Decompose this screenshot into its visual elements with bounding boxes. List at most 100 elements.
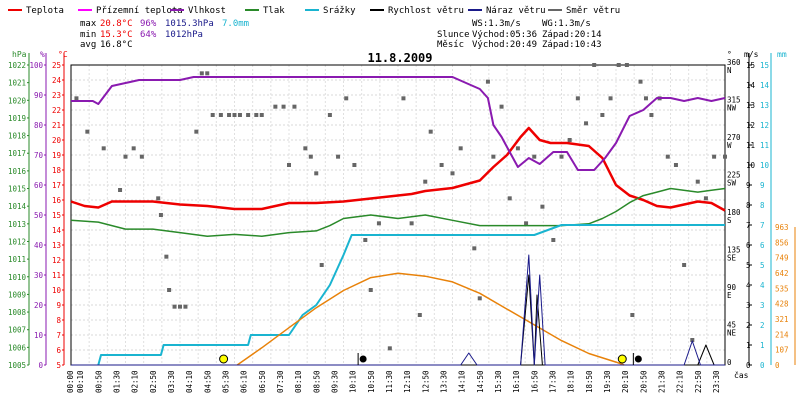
x-tick-label: 20:10 — [621, 370, 630, 393]
wind-direction-point — [584, 121, 589, 126]
wind-direction-point — [210, 113, 215, 117]
temp-axis-tick: 22 — [52, 106, 61, 115]
x-tick-labels: 00:00 00:10 00:50 01:30 02:10 02:50 03:30 04:10… — [66, 370, 721, 393]
rain-axis-tick: 8 — [760, 201, 765, 210]
wind-direction-point — [532, 154, 537, 159]
x-tick-label: 10:10 — [349, 370, 358, 393]
wind-direction-point — [232, 113, 237, 117]
x-tick-label: 04:10 — [185, 370, 194, 393]
temp-axis-tick: 9 — [56, 301, 61, 310]
wind-direction-point — [567, 138, 572, 142]
wind-direction-point — [118, 188, 123, 192]
x-tick-label: 10:50 — [367, 370, 376, 393]
wind-direction-point — [319, 263, 324, 267]
x-tick-label: 12:10 — [403, 370, 412, 393]
direction-axis-tick: 315 — [727, 96, 741, 105]
x-tick-label: 03:30 — [167, 370, 176, 393]
stats-min-hum: 64% — [140, 30, 157, 40]
wind-direction-point — [649, 113, 654, 117]
legend-label: Srážky — [323, 6, 356, 16]
wind-axis-tick: 9 — [746, 181, 751, 190]
wind-axis-tick: 3 — [746, 301, 751, 310]
humidity-axis-tick: 80 — [34, 121, 44, 130]
wind-direction-point — [401, 96, 406, 101]
stats-min-temp: 15.3°C — [100, 30, 133, 40]
temp-axis-tick: 20 — [52, 136, 62, 145]
temp-axis-tick: 21 — [52, 121, 61, 130]
pressure-axis-tick: 1020 — [8, 96, 27, 105]
direction-axis-tick: SE — [727, 254, 737, 263]
x-tick-label: 21:30 — [657, 370, 666, 393]
temp-axis-tick: 12 — [52, 256, 61, 265]
unit-cas: čas — [734, 370, 749, 380]
wind-direction-point — [292, 104, 297, 109]
wind-direction-point — [172, 304, 177, 309]
pressure-axis-tick: 1011 — [8, 255, 26, 264]
sun-label: Slunce — [437, 30, 470, 40]
wind-direction-point — [524, 221, 529, 226]
temp-axis-tick: 15 — [52, 211, 61, 220]
solar-axis-tick: 321 — [775, 315, 789, 324]
pressure-axis-tick: 1014 — [8, 202, 27, 211]
wind-direction-point — [485, 79, 490, 84]
wind-direction-point — [665, 154, 670, 159]
x-tick-label: 18:10 — [567, 370, 576, 393]
wind-direction-point — [695, 179, 700, 184]
direction-axis-tick: N — [727, 66, 732, 75]
wind-direction-point — [387, 346, 392, 351]
rain-axis-tick: 1 — [760, 341, 765, 350]
pressure-axis-tick: 1008 — [8, 308, 27, 317]
wind-direction-point — [630, 313, 635, 317]
wind-direction-points — [74, 63, 727, 351]
wind-direction-point — [491, 154, 496, 159]
wind-direction-point — [158, 213, 163, 217]
temp-axis-tick: 11 — [52, 271, 61, 280]
rain-axis-tick: 0 — [760, 361, 765, 370]
direction-axis-tick: W — [727, 141, 732, 150]
wind-direction-point — [74, 96, 79, 101]
pressure-axis-tick: 1009 — [8, 290, 26, 299]
temp-axis-tick: 13 — [52, 241, 61, 250]
wind-direction-point — [643, 96, 648, 101]
temp-axis-tick: 14 — [52, 226, 62, 235]
pressure-axis-tick: 1018 — [8, 132, 27, 141]
rain-axis-tick: 9 — [760, 181, 765, 190]
wind-direction-point — [156, 196, 161, 201]
wind-direction-point — [344, 96, 349, 101]
wind-direction-point — [194, 129, 199, 134]
wind-direction-point — [376, 221, 381, 226]
humidity-axis-tick: 10 — [34, 331, 44, 340]
wind-axis-tick: 2 — [746, 321, 751, 330]
humidity-axis-tick: 30 — [34, 271, 44, 280]
series-line — [97, 224, 725, 366]
solar-axis-tick: 428 — [775, 300, 789, 309]
solar-axis-tick: 0 — [775, 361, 780, 370]
humidity-axis-tick: 50 — [34, 211, 44, 220]
pressure-axis-tick: 1015 — [8, 185, 26, 194]
legend-label: Tlak — [263, 6, 285, 16]
wind-direction-point — [352, 163, 357, 167]
stats-block: max 20.8°C 96% 1015.3hPa 7.0mm min 15.3°… — [80, 19, 249, 50]
direction-axis-tick: S — [727, 216, 732, 225]
x-tick-label: 04:50 — [203, 370, 212, 393]
unit-degc: °C — [58, 50, 68, 59]
stats-avg-temp: 16.8°C — [100, 40, 133, 50]
wind-direction-point — [428, 129, 433, 134]
wind-axis-tick: 10 — [746, 161, 756, 170]
direction-axis-tick: 360 — [727, 58, 741, 67]
x-tick-label: 13:30 — [439, 370, 448, 393]
wind-direction-point — [303, 146, 308, 151]
wind-direction-point — [199, 71, 204, 76]
humidity-axis-tick: 70 — [34, 151, 44, 160]
direction-axis-tick: NW — [727, 104, 737, 113]
legend-label: Vlhkost — [188, 6, 226, 16]
rain-axis-tick: 2 — [760, 321, 765, 330]
moon-set: Západ:10:43 — [542, 40, 602, 50]
wind-axis-tick: 4 — [746, 281, 751, 290]
pressure-axis-tick: 1021 — [8, 79, 26, 88]
wind-direction-point — [723, 154, 727, 159]
temp-axis-tick: 17 — [52, 181, 61, 190]
rain-axis-tick: 15 — [760, 61, 769, 70]
wind-direction-point — [273, 104, 278, 109]
